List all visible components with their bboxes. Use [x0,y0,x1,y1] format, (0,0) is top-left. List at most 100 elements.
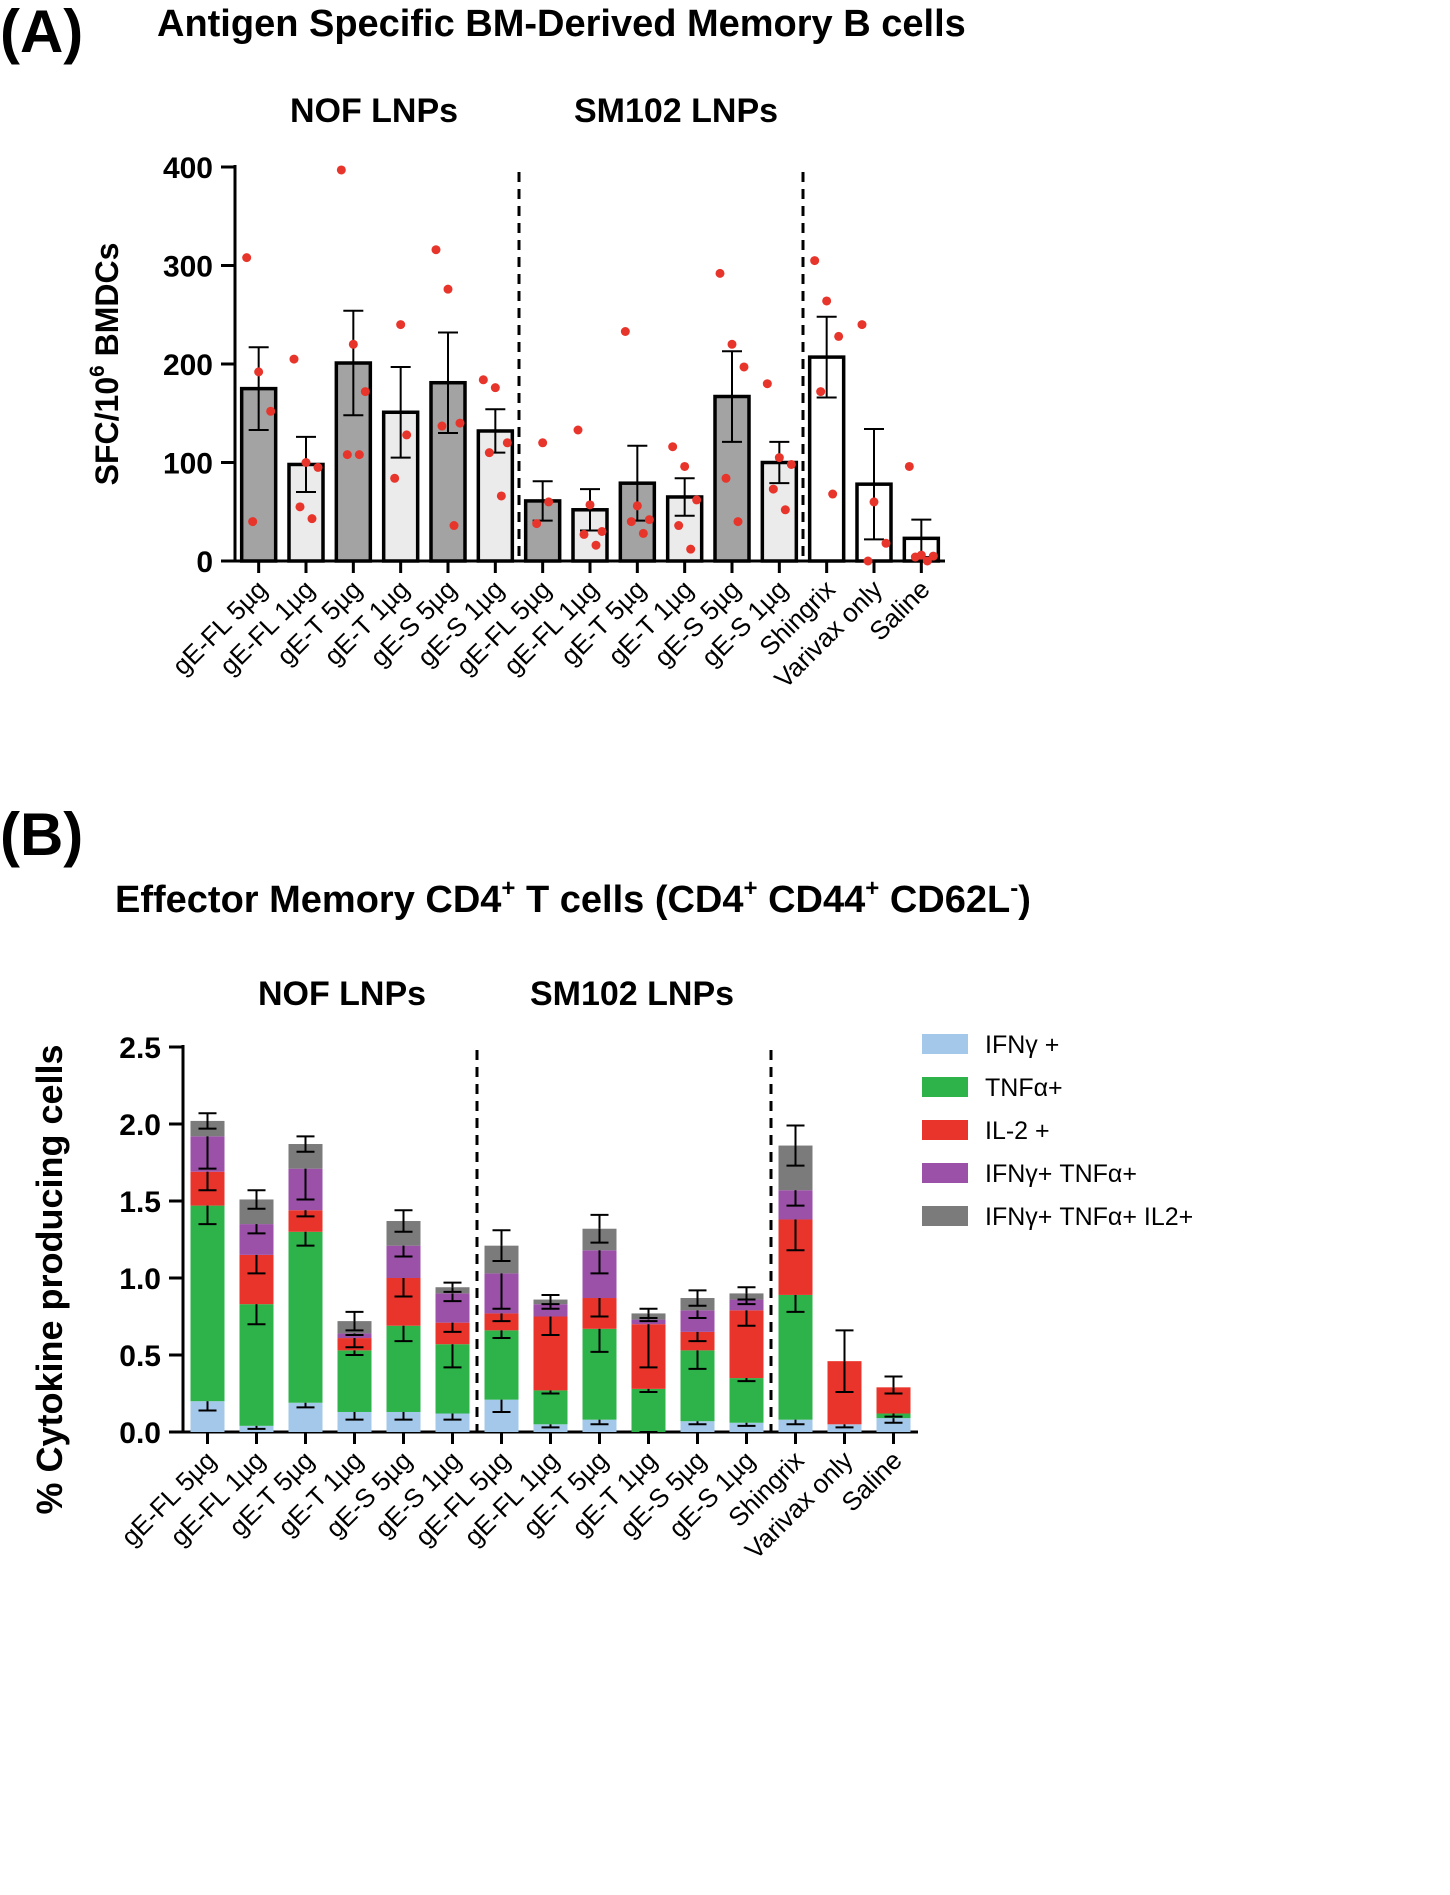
panel-a-data-point [455,418,465,428]
panel-a-data-point [762,379,772,389]
legend-swatch [922,1163,968,1183]
panel-b-y-tick-label: 2.5 [119,1032,161,1065]
panel-a-data-point [715,268,725,278]
legend-swatch [922,1206,968,1226]
panel-a-data-point [686,544,696,554]
panel-a-data-point [354,450,364,460]
panel-a-group-nof: NOF LNPs [290,92,458,130]
panel-b-segment-2 [484,1330,519,1400]
panel-b-segment-1 [729,1422,764,1432]
panel-a-data-point [336,165,346,175]
panel-b-segment-1 [386,1411,421,1432]
panel-a-data-point [402,430,412,440]
legend: IFNγ + TNFα+ IL-2 + IFNγ+ TNFα+ IFNγ+ TNFα+ … [922,1031,1193,1231]
panel-b-y-label: % Cytokine producing cells [29,1044,70,1514]
panel-b-y-tick-label: 1.5 [119,1186,161,1219]
panel-a-data-point [289,354,299,364]
panel-a-data-point [727,339,737,349]
panel-a-title: Antigen Specific BM-Derived Memory B cel… [157,3,966,45]
panel-a-data-point [591,540,601,550]
panel-a-data-point [834,331,844,341]
panel-a-data-point [680,461,690,471]
panel-a-data-point [910,552,920,562]
panel-b-y-tick-label: 2.0 [119,1109,161,1142]
panel-a-data-point [620,326,630,336]
panel-a-data-point [768,484,778,494]
panel-b-segment-1 [337,1411,372,1432]
panel-a-data-point [869,497,879,507]
panel-b-segment-2 [729,1378,764,1423]
panel-a-data-point [390,473,400,483]
panel-b-segment-3 [435,1322,470,1345]
panel-a-data-point [857,320,867,330]
legend-label: IFNγ + [985,1031,1059,1059]
panel-b-segment-2 [288,1231,323,1403]
panel-a-data-point [733,517,743,527]
panel-a-data-point [644,515,654,525]
panel-a-data-point [863,556,873,566]
panel-b-segment-2 [190,1205,225,1402]
panel-a-data-point [484,448,494,458]
panel-a-data-point [490,383,500,393]
panel-a-data-point [822,296,832,306]
panel-a-group-sm102: SM102 LNPs [574,92,778,130]
legend-swatch [922,1120,968,1140]
panel-a-data-point [532,519,542,529]
panel-b-segment-2 [778,1294,813,1420]
panel-a-data-point [496,491,506,501]
panel-a-y-tick-label: 400 [163,152,213,185]
legend-swatch [922,1077,968,1097]
panel-b-y-tick-label: 0.5 [119,1340,161,1373]
panel-a-data-point [810,256,820,266]
panel-a-data-point [632,501,642,511]
panel-b-segment-4 [680,1310,715,1332]
panel-a-y-label: SFC/106 BMDCs [86,243,125,486]
panel-a-data-point [597,526,607,536]
panel-a-data-point [674,521,684,531]
panel-b-segment-2 [631,1388,666,1432]
panel-a-data-point [313,462,323,472]
panel-a-data-point [248,517,258,527]
panel-a-data-point [431,245,441,255]
panel-a-data-point [774,453,784,463]
panel-a-data-point [786,459,796,469]
panel-a-y-tick-label: 200 [163,349,213,382]
panel-a-data-point [342,450,352,460]
panel-a-data-point [449,521,459,531]
panel-a-data-point [266,406,276,416]
panel-b-segment-2 [337,1350,372,1412]
panel-a-data-point [242,253,252,263]
panel-a-data-point [928,551,938,561]
panel-a-data-point [638,528,648,538]
panel-b-segment-1 [582,1419,617,1432]
panel-b-group-nof: NOF LNPs [258,975,426,1013]
panel-a-data-point [478,375,488,385]
panel-b-segment-4 [533,1304,568,1317]
panel-b-segment-1 [435,1413,470,1432]
panel-b-plot: 0.0 0.5 1.0 1.5 2.0 2.5 % Cytokine producing c… [29,1032,918,1565]
panel-b-title: Effector Memory CD4+ T cells (CD4+ CD44+… [115,875,1031,921]
panel-a-data-point [585,500,595,510]
panel-b-group-sm102: SM102 LNPs [530,975,734,1013]
panel-b-segment-1 [876,1418,911,1432]
legend-label: IFNγ+ TNFα+ [985,1160,1137,1188]
panel-a-data-point [904,461,914,471]
legend-label: IFNγ+ TNFα+ IL2+ [985,1203,1193,1231]
panel-a-bar [807,355,846,563]
panel-a-data-point [307,514,317,524]
panel-a-data-point [922,556,932,566]
panel-a-data-point [254,367,264,377]
panel-a-data-point [816,387,826,397]
panel-a-data-point [668,442,678,452]
panel-a-data-point [881,538,891,548]
panel-b-y-tick-label: 0.0 [119,1417,161,1450]
panel-a-data-point [828,489,838,499]
panel-a-data-point [360,387,370,397]
panel-b-segment-1 [680,1421,715,1432]
panel-a-data-point [443,284,453,294]
panel-a-data-point [301,458,311,467]
panel-a-data-point [780,505,790,515]
panel-a-data-point [538,438,548,448]
